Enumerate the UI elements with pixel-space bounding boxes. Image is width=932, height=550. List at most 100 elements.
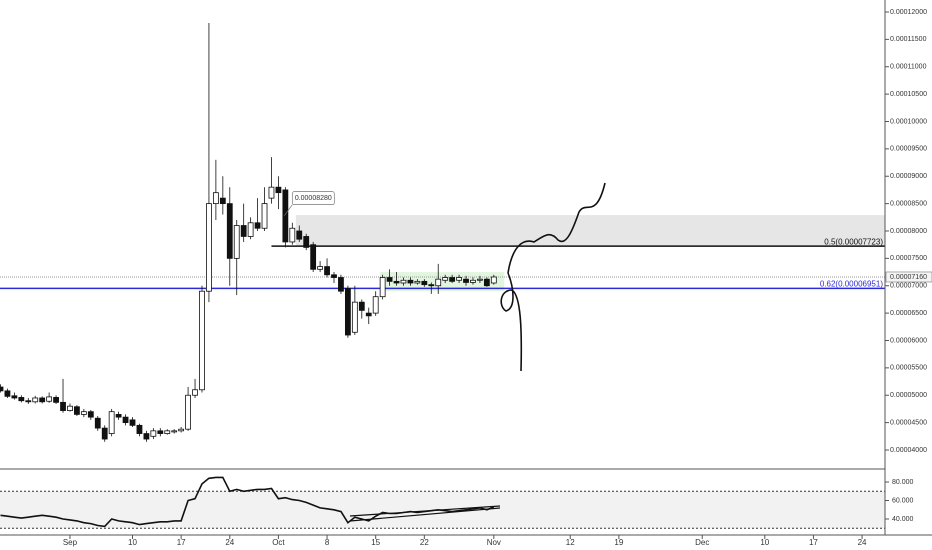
candle-body xyxy=(449,277,456,282)
candle-body xyxy=(310,244,317,270)
candle-body xyxy=(456,277,462,281)
callout-label: 0.00008280 xyxy=(295,195,332,202)
projection-up xyxy=(507,182,606,274)
last-price-box xyxy=(885,271,932,283)
candle-body xyxy=(122,416,129,424)
y-tick-label: 0.00010000 xyxy=(890,118,927,125)
y-tick-label: 0.00008000 xyxy=(890,228,927,235)
candle-body xyxy=(115,414,122,418)
candle-body xyxy=(219,197,226,205)
x-tick-label: 10 xyxy=(128,538,137,547)
y-tick-label: 0.00004500 xyxy=(890,419,927,426)
candle-body xyxy=(32,397,39,403)
candle-body xyxy=(463,278,469,283)
y-tick-label: 0.00005500 xyxy=(890,365,927,372)
y-tick-label: 0.00011500 xyxy=(890,36,927,43)
candle-body xyxy=(303,236,310,248)
price-pane: 0.00012000 0.00011500 0.00011000 0.00010500… xyxy=(0,9,932,454)
x-tick-label: 22 xyxy=(420,538,429,547)
candle-body xyxy=(379,277,386,298)
x-tick-label: 24 xyxy=(858,538,867,547)
candle-body xyxy=(0,386,4,392)
x-tick-label: Oct xyxy=(272,538,285,547)
x-tick-label: 24 xyxy=(225,538,234,547)
candle-body xyxy=(136,424,143,434)
candle-body xyxy=(351,301,358,333)
candle-body xyxy=(247,222,254,237)
candle-body xyxy=(206,203,212,292)
candle-body xyxy=(324,266,330,276)
candle-body xyxy=(358,301,365,311)
x-tick-label: 15 xyxy=(371,538,380,547)
candle-body xyxy=(87,411,94,418)
candle-body xyxy=(365,312,372,317)
projection-down xyxy=(500,272,523,372)
fib-level-label: 0.5(0.00007723) xyxy=(824,237,883,246)
zone xyxy=(295,215,885,247)
candle-body xyxy=(344,288,351,336)
x-tick-label: 17 xyxy=(809,538,818,547)
fib-level-label: 0.62(0.00006951) xyxy=(820,280,884,289)
candle-body xyxy=(60,401,66,411)
last-price-label: 0.00007160 xyxy=(890,274,927,281)
candle-body xyxy=(185,394,191,430)
candle-body xyxy=(490,276,497,284)
rsi-tick-label: 60.000 xyxy=(892,497,914,504)
candle-body xyxy=(67,405,73,411)
candle-body xyxy=(143,433,150,440)
candle-body xyxy=(39,397,46,403)
candle-body xyxy=(171,430,178,433)
rsi-tick-label: 40.000 xyxy=(892,516,914,523)
candle-body xyxy=(233,225,240,259)
candle-body xyxy=(178,428,185,432)
candle-body xyxy=(268,186,275,199)
candle-body xyxy=(150,430,157,437)
candle-body xyxy=(226,203,233,259)
candle-body xyxy=(212,192,219,205)
y-tick-label: 0.00008500 xyxy=(890,200,927,207)
candle-body xyxy=(483,278,490,287)
y-tick-label: 0.00010500 xyxy=(890,91,927,98)
candle-body xyxy=(18,397,25,402)
candle-body xyxy=(407,279,414,284)
candle-body xyxy=(414,280,421,284)
callout-box xyxy=(291,191,335,206)
candle-body xyxy=(199,290,205,391)
y-tick-label: 0.00006500 xyxy=(890,310,927,317)
candle-body xyxy=(11,395,18,399)
candle-body xyxy=(386,277,393,282)
candle-body xyxy=(108,411,115,434)
candle-body xyxy=(338,277,344,292)
rsi-trendline xyxy=(349,505,501,522)
callout-pointer xyxy=(284,204,293,216)
zones xyxy=(295,215,885,292)
candle-body xyxy=(254,222,261,229)
x-tick-label: Nov xyxy=(487,538,501,547)
candle-body xyxy=(331,274,337,278)
x-tick-label: 19 xyxy=(614,538,623,547)
candle-body xyxy=(157,430,164,434)
candle-body xyxy=(317,266,324,270)
candle-body xyxy=(372,296,379,314)
candle-body xyxy=(25,400,32,403)
candle-body xyxy=(393,280,400,284)
candle-body xyxy=(275,186,282,194)
candle-body xyxy=(129,419,136,426)
candle-body xyxy=(470,279,476,283)
x-tick-label: 10 xyxy=(760,538,769,547)
candle-body xyxy=(442,277,449,281)
x-tick-label: 17 xyxy=(177,538,186,547)
y-tick-label: 0.00012000 xyxy=(890,9,927,16)
y-tick-label: 0.00009500 xyxy=(890,146,927,153)
candle-body xyxy=(421,280,428,286)
y-tick-label: 0.00009000 xyxy=(890,173,927,180)
candle-body xyxy=(53,397,59,403)
candle-body xyxy=(240,225,247,237)
candle-body xyxy=(428,284,435,287)
candle-body xyxy=(289,227,296,243)
x-tick-label: Dec xyxy=(695,538,709,547)
candle-body xyxy=(192,389,198,396)
y-tick-label: 0.00007000 xyxy=(890,283,927,290)
